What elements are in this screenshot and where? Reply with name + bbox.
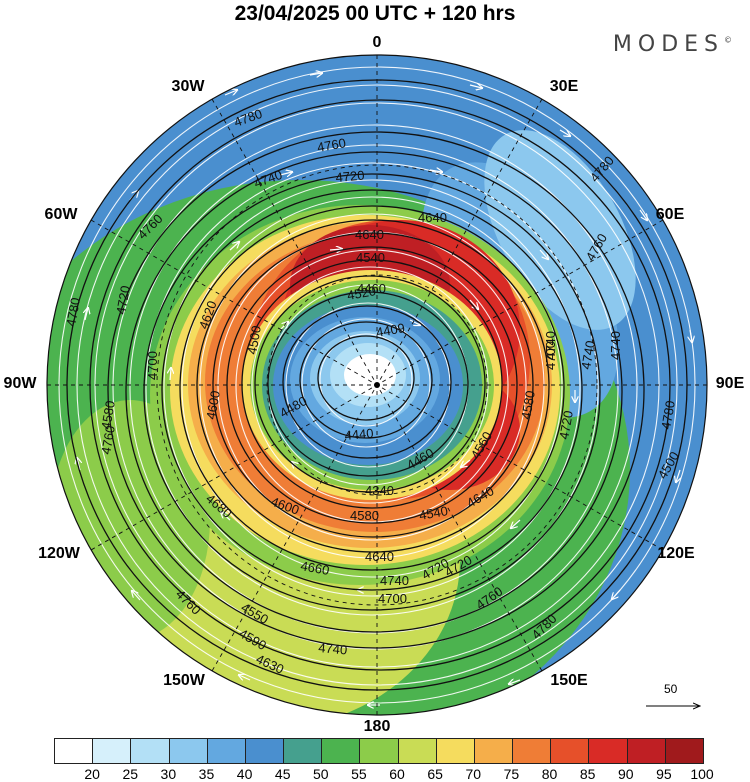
colorbar-tick-label: 35 bbox=[198, 766, 215, 782]
lon-label-90e: 90E bbox=[715, 375, 745, 392]
colorbar-tick-label: 25 bbox=[122, 766, 139, 782]
contour-label: 4760 bbox=[316, 135, 347, 155]
colorbar-swatch bbox=[169, 739, 208, 763]
reference-arrow-icon bbox=[646, 682, 706, 722]
colorbar-swatch bbox=[398, 739, 437, 763]
brand-name: MODES bbox=[612, 32, 724, 57]
contour-label: 4640 bbox=[365, 549, 394, 564]
contour-label: 4720 bbox=[113, 284, 133, 315]
contour-label: 4740 bbox=[608, 331, 623, 360]
contour-label: 4580 bbox=[98, 399, 118, 430]
contour-label: 4540 bbox=[418, 503, 449, 523]
contour-label: 4700 bbox=[145, 351, 160, 380]
colorbar-swatch bbox=[207, 739, 246, 763]
lon-label-90w: 90W bbox=[3, 375, 37, 392]
colorbar-tick-label: 45 bbox=[274, 766, 291, 782]
colorbar-tick-label: 40 bbox=[236, 766, 253, 782]
colorbar-swatch bbox=[55, 739, 94, 763]
colorbar-swatch bbox=[665, 739, 703, 763]
contour-label: 4740 bbox=[578, 339, 598, 370]
lon-label-120w: 120W bbox=[38, 545, 80, 562]
colorbar-tick-label: 55 bbox=[351, 766, 367, 782]
contour-label: 4409 bbox=[375, 320, 406, 340]
contour-label: 4740 bbox=[380, 573, 409, 588]
contour-label: 4460 bbox=[357, 281, 386, 296]
contour-label: 4700 bbox=[543, 341, 558, 370]
colorbar-swatch bbox=[360, 739, 399, 763]
lon-label-180: 180 bbox=[363, 718, 391, 735]
brand-logo: MODES© bbox=[613, 32, 732, 57]
contour-label: 4640 bbox=[418, 210, 447, 225]
colorbar-swatch bbox=[627, 739, 666, 763]
reference-vector-label: 50 bbox=[664, 682, 678, 696]
colorbar-tick-label: 20 bbox=[84, 766, 100, 782]
colorbar-tick-label: 75 bbox=[503, 766, 520, 782]
lon-label-30e: 30E bbox=[549, 78, 579, 95]
colorbar-tick-label: 100 bbox=[690, 766, 714, 782]
contour-label: 4340 bbox=[365, 483, 394, 498]
contour-label: 4720 bbox=[335, 168, 365, 185]
lon-label-150w: 150W bbox=[163, 672, 205, 689]
colorbar-tick-label: 30 bbox=[160, 766, 177, 782]
lon-label-60e: 60E bbox=[655, 206, 685, 223]
north-pole-marker bbox=[374, 382, 380, 388]
colorbar-swatch bbox=[131, 739, 170, 763]
lon-label-60w: 60W bbox=[44, 206, 78, 223]
colorbar-tick-label: 95 bbox=[656, 766, 672, 782]
colorbar-swatch bbox=[474, 739, 514, 763]
colorbar-tick-label: 65 bbox=[427, 766, 443, 782]
colorbar-swatch bbox=[436, 739, 475, 763]
contour-label: 4660 bbox=[299, 558, 330, 578]
reference-vector: 50 bbox=[642, 682, 706, 722]
contour-label: 4540 bbox=[356, 250, 385, 265]
colorbar-swatch bbox=[513, 739, 552, 763]
contour-label: 4500 bbox=[244, 324, 264, 355]
colorbar-tick-label: 60 bbox=[389, 766, 405, 782]
contour-label: 4580 bbox=[518, 389, 538, 420]
contour-label: 4520 bbox=[346, 283, 377, 303]
map-boundary bbox=[46, 54, 708, 716]
lon-label-30w: 30W bbox=[171, 78, 205, 95]
colorbar-swatch bbox=[589, 739, 628, 763]
lon-label-150e: 150E bbox=[550, 672, 588, 689]
contour-label: 4760 bbox=[98, 424, 118, 455]
colorbar bbox=[54, 738, 704, 764]
colorbar-swatch bbox=[322, 739, 361, 763]
contour-label: 4600 bbox=[203, 389, 223, 420]
contour-label: 4580 bbox=[350, 508, 379, 523]
colorbar-tick-label: 90 bbox=[617, 766, 634, 782]
contour-label: 4640 bbox=[355, 227, 384, 242]
colorbar-ticks: 20 25 30 35 40 45 50 55 60 65 70 75 80 85 90 95 100 bbox=[54, 766, 713, 782]
map-title: 23/04/2025 00 UTC + 120 hrs bbox=[234, 2, 516, 25]
colorbar-tick-label: 70 bbox=[465, 766, 482, 782]
colorbar-tick-label: 85 bbox=[579, 766, 596, 782]
colorbar-swatch bbox=[245, 739, 285, 763]
lon-label-0: 0 bbox=[372, 34, 382, 51]
colorbar-swatch bbox=[93, 739, 132, 763]
contour-label: 4720 bbox=[556, 409, 576, 440]
copyright-mark: © bbox=[724, 35, 732, 45]
contour-label: 4700 bbox=[378, 591, 407, 606]
contour-label: 4740 bbox=[318, 640, 348, 657]
colorbar-tick-label: 80 bbox=[541, 766, 558, 782]
contour-label: 4740 bbox=[543, 331, 558, 360]
colorbar-swatch bbox=[551, 739, 590, 763]
contour-label: 4440 bbox=[344, 426, 374, 443]
colorbar-tick-label: 50 bbox=[313, 766, 329, 782]
colorbar-swatch bbox=[284, 739, 323, 763]
lon-label-120e: 120E bbox=[657, 545, 695, 562]
contour-label: 4780 bbox=[63, 296, 83, 327]
contour-label: 4780 bbox=[658, 399, 678, 430]
